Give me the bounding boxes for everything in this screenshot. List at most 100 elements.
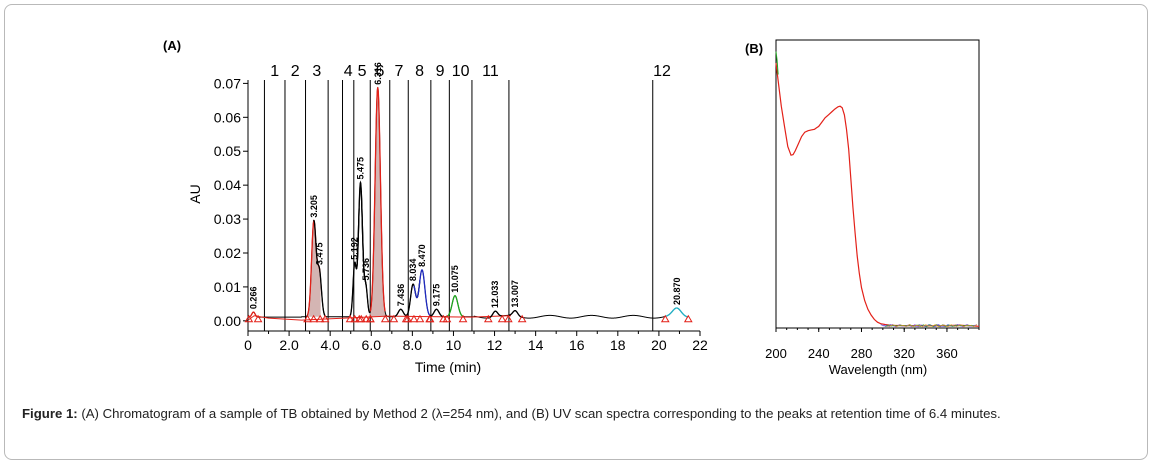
panel-b-label: (B) <box>745 41 763 56</box>
uv-spectrum-chart: (B) 200 240 280 320 360 Wavelength (nm) <box>745 39 980 377</box>
peak-marker <box>442 314 452 323</box>
reference-spectrum-trace <box>775 51 779 75</box>
x-tick-label: 200 <box>765 346 787 361</box>
peak-trace <box>360 191 371 314</box>
peak-marker <box>660 314 670 323</box>
y-tick-label: 0.01 <box>214 279 241 295</box>
x-axis-label: Time (min) <box>415 359 481 375</box>
region-label: 3 <box>312 63 321 80</box>
peak-rt-label: 0.266 <box>248 287 258 310</box>
peak-rt-label: 5.192 <box>350 237 360 260</box>
region-label: 11 <box>482 63 499 80</box>
y-tick-label: 0.03 <box>214 211 241 227</box>
peak-rt-label: 7.436 <box>396 284 406 307</box>
peak-marker <box>380 314 390 323</box>
peak-marker <box>425 314 434 323</box>
peak-rt-label: 3.205 <box>309 195 319 218</box>
region-label: 8 <box>415 63 424 80</box>
peak-marker <box>409 314 419 323</box>
peak-marker <box>503 314 513 323</box>
peak-rt-label: 5.736 <box>361 258 371 281</box>
peak-rt-label: 3.475 <box>314 242 324 265</box>
x-tick-label: 4.0 <box>320 337 340 353</box>
y-tick-label: 0.00 <box>214 313 241 329</box>
x-tick-label: 16 <box>569 337 585 353</box>
peak-marker <box>350 314 360 323</box>
chromatogram-chart: (A) 1 2 3 4 5 6 7 8 9 10 11 12 0.000.010.020.030.04… <box>163 38 708 375</box>
caption-label: Figure 1: <box>22 406 78 421</box>
reference-spectrum-trace <box>884 324 975 328</box>
peak-marker <box>320 314 330 323</box>
peak-marker <box>458 314 468 323</box>
integration-baseline <box>247 315 511 321</box>
y-tick-label: 0.07 <box>214 75 241 91</box>
peak-rt-label: 9.175 <box>432 284 442 307</box>
peak-marker <box>315 314 325 323</box>
region-label: 1 <box>270 63 279 80</box>
spectrum-frame <box>775 39 980 329</box>
region-label: 12 <box>653 63 671 80</box>
peak-trace <box>488 310 503 319</box>
peak-marker <box>303 314 312 323</box>
peak-marker <box>365 314 375 323</box>
region-label: 4 <box>344 63 353 80</box>
region-label: 5 <box>358 63 367 80</box>
peak-marker <box>345 314 355 323</box>
x-tick-label: 240 <box>808 346 830 361</box>
peak-rt-label: 5.475 <box>355 157 365 180</box>
y-tick-label: 0.04 <box>214 177 241 193</box>
peak-marker <box>244 314 254 323</box>
wavelength-axis-label: Wavelength (nm) <box>829 362 928 377</box>
peak-trace <box>446 295 464 317</box>
region-label: 2 <box>291 63 300 80</box>
peak-trace <box>248 311 259 318</box>
region-label: 9 <box>436 63 445 80</box>
peak-marker <box>497 314 507 323</box>
peak-trace <box>369 86 386 312</box>
peak-trace <box>393 308 409 318</box>
caption-text: (A) Chromatogram of a sample of TB obtai… <box>81 406 1001 421</box>
peak-rt-label: 6.316 <box>373 62 383 85</box>
y-axis-label: AU <box>187 184 203 203</box>
peak-rt-label: 12.033 <box>490 281 500 309</box>
x-tick-label: 20 <box>651 337 667 353</box>
peak-trace <box>313 219 326 317</box>
peak-trace <box>508 309 523 318</box>
peak-marker <box>517 314 527 323</box>
peak-rt-label: 8.034 <box>408 259 418 282</box>
peak-trace <box>429 308 444 318</box>
x-tick-label: 280 <box>851 346 873 361</box>
x-tick-label: 14 <box>528 337 544 353</box>
region-label: 7 <box>395 63 404 80</box>
y-tick-label: 0.06 <box>214 109 241 125</box>
x-tick-label: 8.0 <box>403 337 423 353</box>
peak-marker <box>401 314 411 323</box>
panel-a-label: (A) <box>163 38 181 53</box>
peak-marker <box>356 314 366 323</box>
x-tick-label: 320 <box>893 346 915 361</box>
x-tick-label: 2.0 <box>279 337 299 353</box>
x-tick-label: 6.0 <box>362 337 382 353</box>
region-label: 10 <box>452 63 470 80</box>
x-tick-label: 12 <box>487 337 503 353</box>
peak-rt-label: 8.470 <box>417 244 427 267</box>
peak-trace <box>413 269 431 317</box>
peak-trace <box>665 307 689 318</box>
peak-rt-label: 10.075 <box>450 265 460 293</box>
figure-caption: Figure 1: (A) Chromatogram of a sample o… <box>22 405 1130 422</box>
peak-rt-label: 20.870 <box>672 277 682 305</box>
x-tick-label: 18 <box>610 337 626 353</box>
spectrum-trace <box>775 62 980 327</box>
y-tick-label: 0.02 <box>214 245 241 261</box>
x-tick-label: 22 <box>692 337 708 353</box>
peak-marker <box>253 314 263 323</box>
x-tick-label: 360 <box>936 346 958 361</box>
region-label: 6 <box>376 63 385 80</box>
x-tick-label: 0 <box>244 337 252 353</box>
x-tick-label: 10 <box>446 337 462 353</box>
figure-frame <box>4 4 1148 460</box>
peak-marker <box>683 314 693 323</box>
peak-marker <box>389 314 399 323</box>
peak-rt-label: 13.007 <box>510 280 520 308</box>
reference-spectrum-trace <box>887 324 978 328</box>
